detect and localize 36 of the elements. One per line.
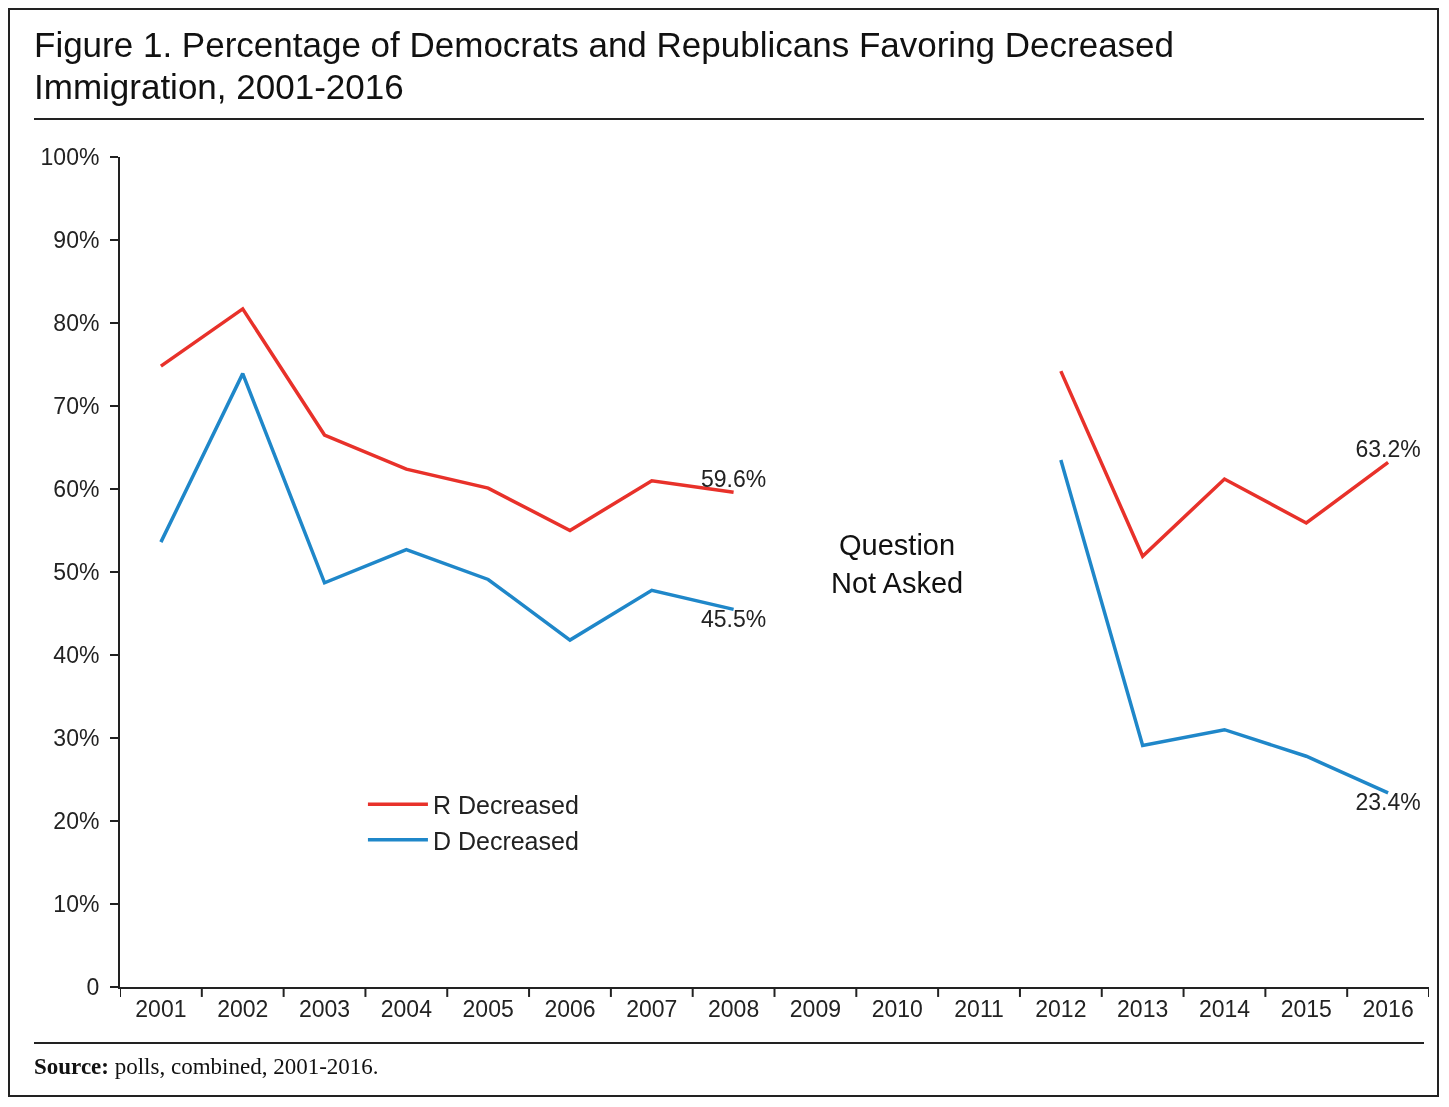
y-tick-label: 60%: [53, 476, 100, 503]
y-tick-label: 100%: [40, 144, 100, 171]
y-tick-label: 80%: [53, 310, 100, 337]
data-label: 63.2%: [1355, 435, 1421, 462]
x-tick-label: 2012: [1035, 995, 1087, 1022]
x-tick-label: 2013: [1117, 995, 1169, 1022]
x-tick-label: 2009: [789, 995, 841, 1022]
data-label: 45.5%: [700, 605, 767, 632]
y-tick-label: 40%: [53, 642, 100, 669]
x-tick-label: 2003: [298, 995, 351, 1022]
y-tick-label: 10%: [53, 891, 100, 918]
x-tick-label: 2005: [462, 995, 514, 1022]
data-label: 23.4%: [1355, 789, 1421, 816]
y-tick-label: 70%: [53, 393, 100, 420]
x-tick-label: 2007: [626, 995, 678, 1022]
legend-label: R Decreased: [432, 791, 579, 819]
x-tick-label: 2016: [1362, 995, 1414, 1022]
x-tick-label: 2004: [380, 995, 433, 1022]
chart-title: Figure 1. Percentage of Democrats and Republicans Favoring Decreased Immigration, 2001-2016: [34, 24, 1424, 120]
y-tick-label: 30%: [53, 725, 100, 752]
source-note: Source: polls, combined, 2001-2016.: [34, 1042, 1424, 1080]
x-tick-label: 2002: [217, 995, 269, 1022]
x-tick-label: 2006: [544, 995, 596, 1022]
x-tick-label: 2011: [954, 995, 1004, 1022]
data-label: 59.6%: [700, 465, 767, 492]
x-tick-label: 2015: [1280, 995, 1332, 1022]
y-tick-label: 90%: [53, 227, 100, 254]
y-tick-label: 0: [86, 974, 100, 1001]
y-tick-label: 50%: [53, 559, 100, 586]
annotation: Question Not Asked: [831, 529, 964, 599]
x-tick-label: 2001: [135, 995, 187, 1022]
x-tick-label: 2008: [708, 995, 760, 1022]
y-tick-label: 20%: [53, 808, 100, 835]
x-tick-label: 2014: [1198, 995, 1251, 1022]
legend-label: D Decreased: [432, 826, 579, 855]
x-tick-label: 2010: [871, 995, 923, 1022]
